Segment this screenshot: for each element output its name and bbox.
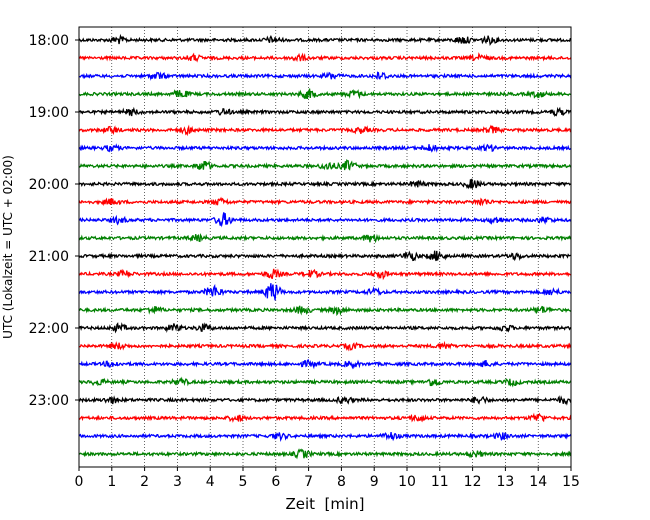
x-tick-label: 6 [271, 474, 280, 490]
y-axis-ticks: 18:00 19:00 20:00 21:00 22:00 23:00 [29, 33, 79, 409]
seismogram-trace [78, 124, 572, 137]
seismogram-trace [78, 268, 572, 281]
y-tick-label: 20:00 [29, 177, 69, 193]
seismogram-trace [78, 143, 572, 153]
x-axis-ticks: 0 1 2 3 4 5 6 7 8 9 10 11 12 13 14 15 [75, 467, 580, 490]
x-axis-label: Zeit [min] [285, 495, 364, 513]
seismogram-trace [78, 52, 572, 63]
seismogram-trace [78, 33, 572, 46]
x-tick-label: 1 [107, 474, 116, 490]
seismogram-trace [78, 305, 572, 317]
seismogram-trace [78, 178, 572, 190]
x-tick-label: 15 [562, 474, 580, 490]
seismogram-traces [78, 33, 572, 460]
x-tick-label: 5 [239, 474, 248, 490]
seismogram-trace [78, 448, 572, 460]
x-tick-label: 3 [173, 474, 182, 490]
seismogram-trace [78, 88, 572, 100]
seismogram-trace [78, 159, 572, 171]
seismogram-trace [78, 431, 572, 443]
x-tick-label: 14 [529, 474, 547, 490]
seismogram-trace [78, 340, 572, 352]
plot-frame [78, 26, 572, 468]
seismogram-trace [78, 322, 572, 334]
seismogram-trace [78, 395, 572, 406]
x-tick-label: 11 [431, 474, 449, 490]
x-tick-label: 4 [206, 474, 215, 490]
y-tick-label: 22:00 [29, 321, 69, 337]
seismogram-trace [78, 283, 572, 301]
seismogram-trace [78, 358, 572, 370]
seismogram-trace [78, 106, 572, 117]
x-tick-label: 10 [398, 474, 416, 490]
x-tick-label: 7 [304, 474, 313, 490]
seismogram-trace [78, 250, 572, 262]
seismogram-trace [78, 71, 572, 81]
y-tick-label: 21:00 [29, 249, 69, 265]
y-tick-label: 18:00 [29, 33, 69, 49]
x-tick-label: 0 [75, 474, 84, 490]
x-tick-label: 2 [140, 474, 149, 490]
x-tick-label: 9 [370, 474, 379, 490]
x-tick-label: 12 [464, 474, 482, 490]
seismogram-trace [78, 376, 572, 388]
x-tick-label: 8 [337, 474, 346, 490]
seismogram-trace [78, 196, 572, 207]
seismogram-trace [78, 212, 572, 228]
seismogram-trace [78, 412, 572, 423]
y-axis-label: UTC (Lokalzeit = UTC + 02:00) [1, 155, 15, 339]
y-tick-label: 19:00 [29, 105, 69, 121]
x-tick-label: 13 [496, 474, 514, 490]
y-tick-label: 23:00 [29, 393, 69, 409]
seismogram-trace [78, 233, 572, 244]
vertical-grid [111, 27, 539, 467]
